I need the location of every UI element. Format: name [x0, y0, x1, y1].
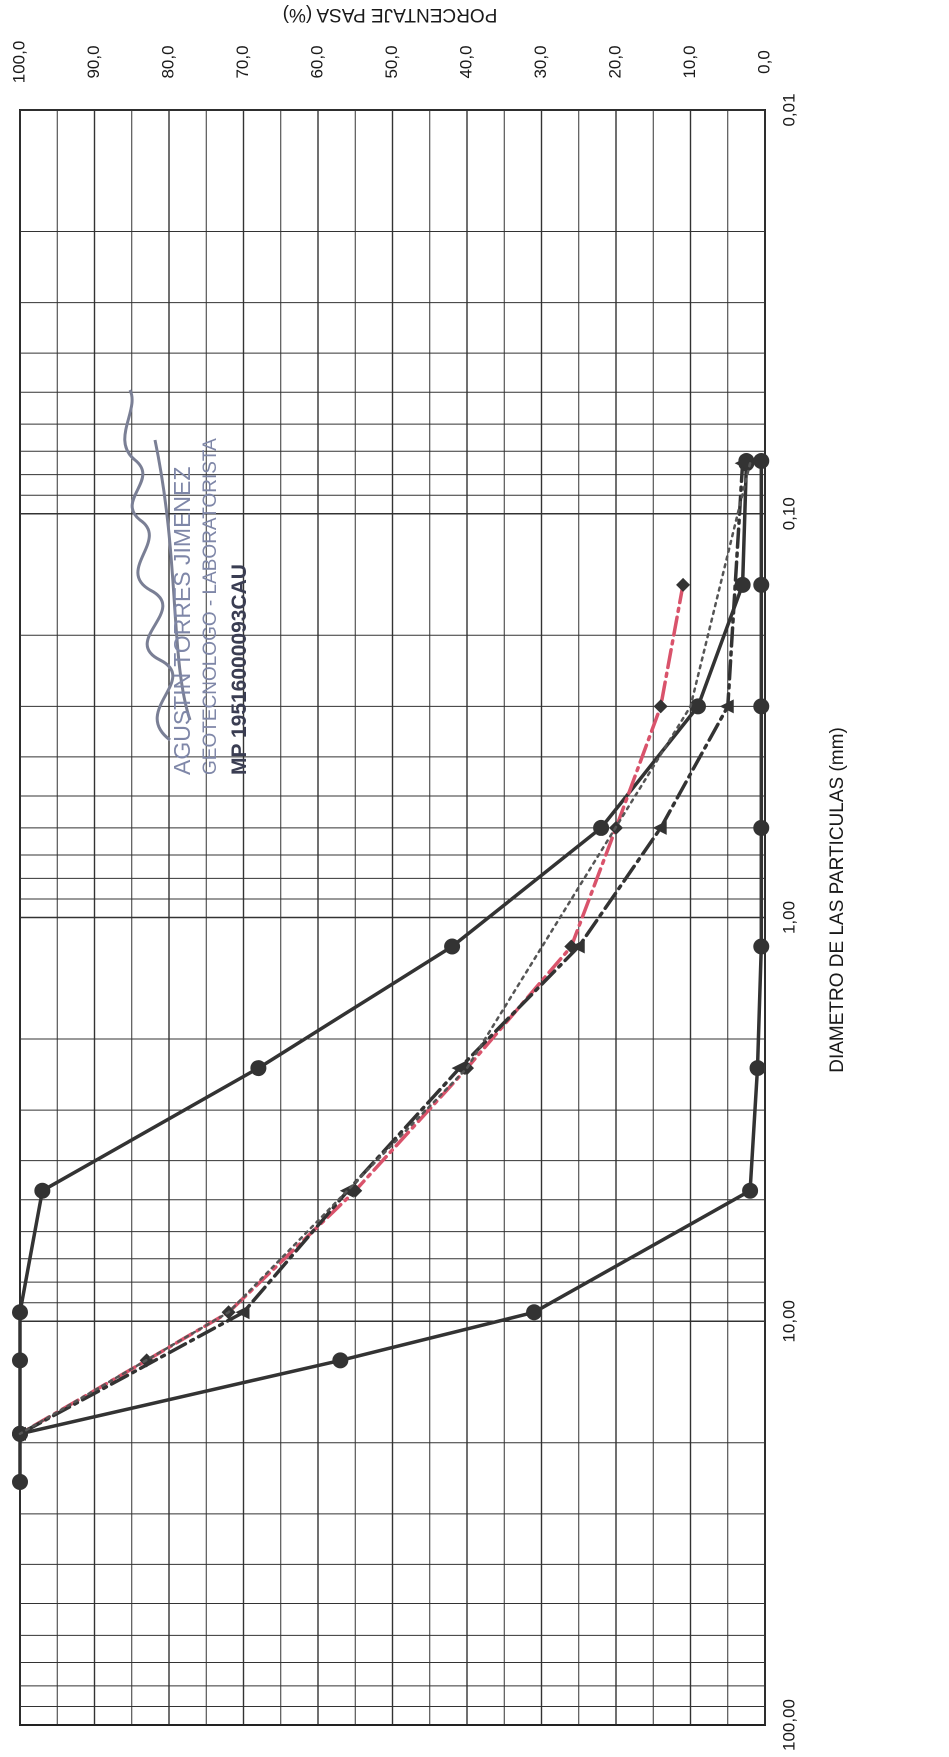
series-line-5	[18, 462, 752, 1436]
y-tick-label: 70,0	[233, 45, 252, 78]
data-point	[34, 1182, 51, 1199]
x-tick-label: 1,00	[779, 901, 798, 934]
data-point	[593, 819, 610, 836]
data-point	[753, 698, 770, 715]
y-tick-label: 100,0	[9, 41, 28, 84]
x-tick-label: 0,10	[779, 497, 798, 530]
signature-stamp: AGUSTIN TORRES JIMENEZ GEOTECNOLOGO - LA…	[123, 389, 251, 775]
series-line-1	[18, 459, 749, 1484]
y-tick-label: 0,0	[754, 50, 773, 74]
x-axis-title: DIAMETRO DE LAS PARTICULAS (mm)	[827, 727, 848, 1073]
data-point	[332, 1352, 349, 1369]
series-line-4	[18, 461, 745, 1436]
data-point	[734, 576, 751, 593]
data-point	[444, 938, 461, 955]
data-point	[689, 698, 706, 715]
y-tick-label: 50,0	[382, 45, 401, 78]
data-point	[719, 699, 734, 714]
data-point	[753, 819, 770, 836]
y-axis-title: PORCENTAJE PASA (%)	[283, 4, 498, 25]
data-point	[753, 452, 770, 469]
data-point	[734, 456, 749, 471]
y-tick-label: 80,0	[158, 45, 177, 78]
data-point	[12, 1304, 28, 1321]
data-point	[12, 1352, 28, 1369]
grid	[19, 109, 766, 1726]
x-tick-label: 0,01	[779, 93, 798, 126]
series-line-2	[18, 459, 764, 1436]
tick-labels: 0,010,020,030,040,050,060,070,080,090,01…	[9, 41, 798, 1751]
data-point	[749, 1060, 766, 1077]
stamp-name: AGUSTIN TORRES JIMENEZ	[169, 467, 195, 775]
y-tick-label: 60,0	[307, 45, 326, 78]
data-point	[652, 820, 667, 835]
series-layer	[12, 452, 770, 1490]
x-tick-label: 100,00	[779, 1699, 798, 1751]
data-point	[235, 1305, 250, 1320]
data-point	[250, 1060, 267, 1077]
y-tick-label: 20,0	[605, 45, 624, 78]
data-point	[653, 699, 668, 714]
data-point	[753, 938, 770, 955]
x-tick-label: 10,00	[779, 1300, 798, 1343]
data-point	[570, 939, 585, 954]
data-point	[753, 576, 770, 593]
y-tick-label: 90,0	[84, 45, 103, 78]
data-point	[742, 1182, 759, 1199]
signature	[123, 389, 192, 742]
data-point	[676, 577, 691, 592]
stamp-registration: MP 19516000093CAU	[228, 564, 251, 775]
y-tick-label: 10,0	[680, 45, 699, 78]
data-point	[526, 1304, 543, 1321]
stamp-role: GEOTECNOLOGO - LABORATORISTA	[200, 438, 221, 775]
y-tick-label: 40,0	[456, 45, 475, 78]
data-point	[12, 1473, 28, 1490]
y-tick-label: 30,0	[531, 45, 550, 78]
